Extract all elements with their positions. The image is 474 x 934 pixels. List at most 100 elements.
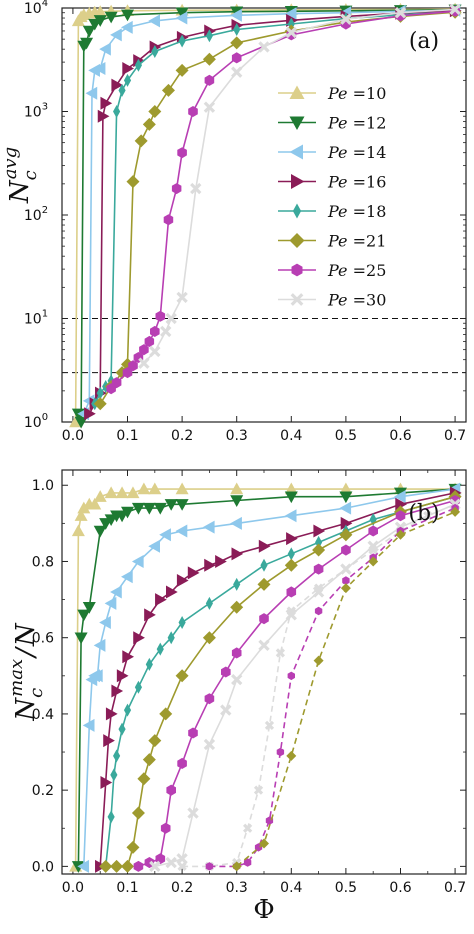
x-tick-label-a: 0.6 bbox=[389, 428, 411, 444]
data-point-a bbox=[113, 105, 121, 118]
data-point-b bbox=[253, 785, 264, 795]
data-point-a bbox=[340, 13, 352, 25]
data-point-b bbox=[126, 840, 140, 854]
data-point-b bbox=[233, 577, 241, 591]
data-point-a bbox=[151, 44, 159, 58]
legend-entry: Pe =10 bbox=[327, 84, 386, 103]
data-point-b bbox=[165, 585, 178, 599]
data-point-b bbox=[284, 491, 298, 504]
y-axis-label-a: Ncavg bbox=[0, 147, 41, 204]
data-point-a bbox=[96, 386, 104, 400]
data-point-a bbox=[84, 407, 96, 421]
data-point-b bbox=[77, 501, 91, 514]
data-point-b bbox=[339, 501, 352, 515]
y-tick-label-a: 103 bbox=[24, 102, 48, 121]
data-point-b bbox=[113, 749, 121, 763]
legend-marker bbox=[289, 116, 305, 130]
data-point-b bbox=[260, 558, 268, 572]
data-point-b bbox=[342, 576, 350, 585]
data-point-b bbox=[287, 547, 295, 561]
legend-entry: Pe =18 bbox=[327, 202, 386, 221]
series-b-7 bbox=[149, 498, 461, 873]
data-point-b bbox=[148, 482, 162, 495]
data-point-b bbox=[230, 516, 242, 530]
data-point-b bbox=[176, 574, 189, 588]
y-axis-label-b: Ncmax/N bbox=[6, 622, 47, 722]
data-point-b bbox=[71, 524, 85, 537]
legend-marker bbox=[292, 203, 302, 219]
x-tick-label-b: 0.3 bbox=[226, 880, 248, 896]
x-tick-label-a: 0.2 bbox=[171, 428, 193, 444]
data-point-b bbox=[110, 768, 118, 782]
data-point-b bbox=[93, 525, 107, 538]
data-point-b bbox=[230, 600, 244, 614]
data-point-b bbox=[341, 564, 351, 574]
svg-text:Ncmax/N: Ncmax/N bbox=[6, 622, 47, 722]
data-point-b bbox=[177, 757, 187, 769]
data-point-b bbox=[258, 639, 270, 652]
data-point-b bbox=[100, 776, 113, 790]
data-point-b bbox=[395, 510, 406, 522]
data-point-b bbox=[340, 583, 351, 594]
data-point-b bbox=[175, 482, 189, 495]
x-ticks-a: 0.0 0.1 0.2 0.3 0.4 0.5 0.6 0.7 bbox=[62, 8, 466, 444]
data-point-a bbox=[139, 344, 149, 356]
data-point-a bbox=[449, 3, 461, 16]
data-point-b bbox=[133, 631, 145, 645]
data-point-b bbox=[313, 524, 326, 538]
data-point-a bbox=[202, 52, 216, 66]
series-line-b bbox=[154, 503, 456, 868]
data-point-b bbox=[202, 631, 216, 645]
x-axis-label: Φ bbox=[253, 895, 274, 925]
data-point-a bbox=[177, 147, 187, 159]
data-point-b bbox=[231, 647, 242, 659]
x-tick-label-b: 0.5 bbox=[335, 880, 357, 896]
series-line-a bbox=[88, 10, 456, 415]
data-point-a bbox=[230, 36, 244, 50]
data-point-b bbox=[99, 859, 113, 873]
y-tick-label-b: 0.4 bbox=[32, 707, 54, 723]
data-point-a bbox=[121, 20, 133, 34]
data-point-b bbox=[230, 495, 244, 507]
x-tick-label-b: 0.1 bbox=[116, 880, 138, 896]
data-point-a bbox=[126, 175, 140, 189]
data-point-b bbox=[341, 544, 351, 556]
data-point-a bbox=[150, 325, 160, 337]
data-point-b bbox=[175, 669, 189, 683]
data-point-b bbox=[131, 502, 145, 515]
data-point-a bbox=[82, 25, 96, 38]
data-point-a bbox=[122, 62, 135, 76]
series-a-7 bbox=[138, 3, 461, 369]
data-point-b bbox=[104, 486, 118, 499]
svg-text:Ncavg: Ncavg bbox=[0, 147, 41, 204]
data-point-b bbox=[231, 861, 242, 872]
data-point-a bbox=[111, 377, 122, 389]
data-point-a bbox=[149, 345, 161, 358]
data-point-a bbox=[118, 83, 126, 97]
data-point-b bbox=[177, 861, 187, 872]
data-point-a bbox=[134, 58, 143, 72]
data-point-a bbox=[100, 96, 113, 110]
data-point-a bbox=[128, 360, 138, 372]
y-tick-label-a: 100 bbox=[24, 412, 48, 431]
data-point-b bbox=[368, 556, 379, 567]
y-tick-label-a: 104 bbox=[24, 0, 48, 17]
x-tick-label-b: 0.4 bbox=[280, 880, 302, 896]
data-point-b bbox=[187, 566, 200, 580]
data-point-b bbox=[99, 615, 111, 629]
data-point-b bbox=[395, 529, 406, 540]
data-point-a bbox=[148, 105, 162, 118]
x-tick-label-b: 0.0 bbox=[62, 880, 84, 896]
data-point-b bbox=[159, 528, 171, 542]
data-point-a bbox=[163, 214, 174, 226]
data-point-b bbox=[115, 486, 129, 499]
data-point-a bbox=[178, 34, 186, 48]
data-point-b bbox=[264, 720, 275, 730]
data-point-b bbox=[93, 638, 106, 652]
data-point-a bbox=[155, 310, 166, 322]
data-point-a bbox=[230, 8, 242, 22]
data-point-b bbox=[123, 703, 132, 717]
panel-a: 0.0 0.1 0.2 0.3 0.4 0.5 0.6 0.7 100 101 102 103 104… bbox=[0, 0, 467, 444]
data-point-b bbox=[188, 727, 198, 739]
